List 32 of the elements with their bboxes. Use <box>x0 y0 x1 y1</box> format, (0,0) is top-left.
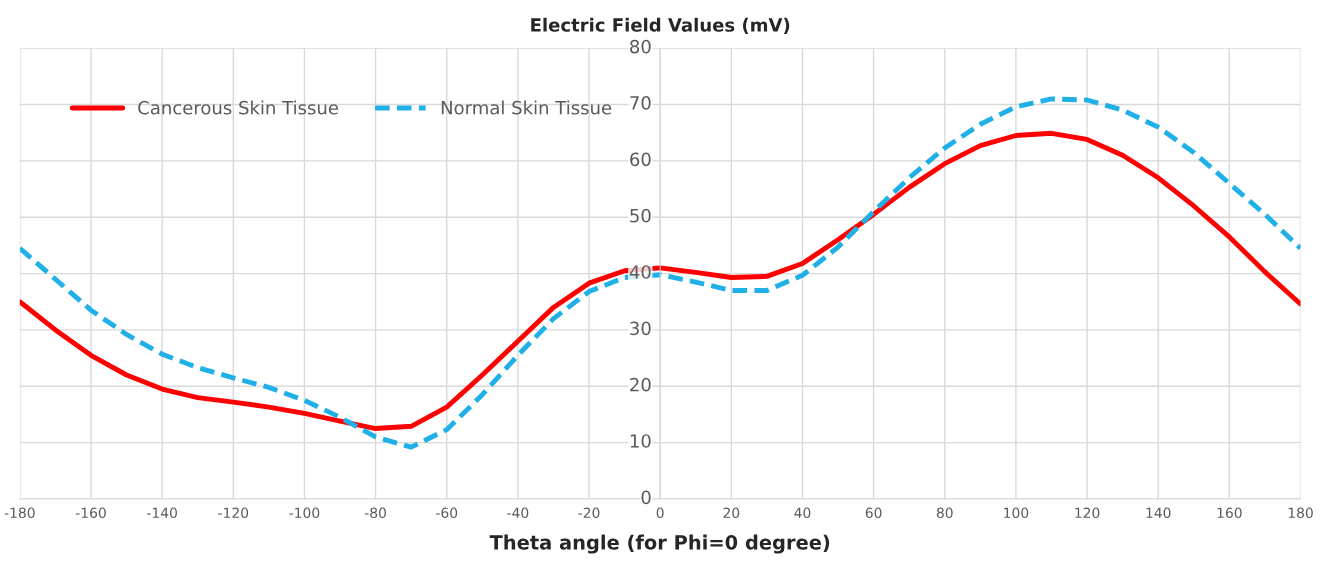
y-tick-label: 80 <box>630 39 651 54</box>
legend-label: Cancerous Skin Tissue <box>138 100 339 115</box>
x-tick-label: -180 <box>4 507 35 519</box>
x-tick-label: -80 <box>364 507 387 519</box>
x-axis-title: Theta angle (for Phi=0 degree) <box>489 534 830 554</box>
y-tick-label: 60 <box>630 152 651 167</box>
y-tick-label: 40 <box>629 265 651 279</box>
x-tick-label: -20 <box>578 507 600 519</box>
x-tick-label: -120 <box>218 507 249 519</box>
legend-label: Normal Skin Tissue <box>441 100 612 115</box>
x-tick-label: 160 <box>1217 507 1242 519</box>
x-tick-label: -60 <box>436 507 458 519</box>
x-tick-label: 20 <box>723 507 740 519</box>
x-tick-label: 140 <box>1146 507 1171 519</box>
y-tick-label: 10 <box>630 434 651 448</box>
x-tick-label: 80 <box>936 507 953 519</box>
x-tick-label: -140 <box>147 507 177 519</box>
y-tick-label: 70 <box>630 96 651 110</box>
y-tick-label: 0 <box>641 490 651 505</box>
x-tick-label: 180 <box>1288 507 1313 519</box>
chart-title: Electric Field Values (mV) <box>531 17 790 34</box>
x-tick-label: -40 <box>507 507 529 519</box>
x-tick-label: 100 <box>1004 507 1029 519</box>
y-tick-label: 20 <box>630 377 651 392</box>
x-tick-label: -100 <box>289 507 320 519</box>
x-tick-label: 120 <box>1075 507 1100 519</box>
x-tick-label: 60 <box>865 507 882 519</box>
y-tick-label: 30 <box>630 321 651 336</box>
x-tick-label: 0 <box>656 507 664 519</box>
x-tick-label: -160 <box>75 507 106 519</box>
y-tick-label: 50 <box>630 208 651 223</box>
x-tick-label: 40 <box>794 507 811 519</box>
